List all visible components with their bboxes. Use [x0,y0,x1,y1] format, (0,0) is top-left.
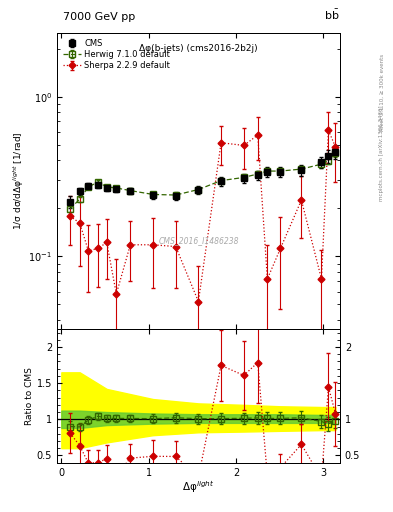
Text: Rivet 3.1.10, ≥ 300k events: Rivet 3.1.10, ≥ 300k events [380,54,384,131]
Y-axis label: 1/σ dσ/dΔφ$^{light}$ [1/rad]: 1/σ dσ/dΔφ$^{light}$ [1/rad] [11,132,26,230]
Text: 7000 GeV pp: 7000 GeV pp [62,11,135,22]
Text: b$\mathregular{\bar{b}}$: b$\mathregular{\bar{b}}$ [325,7,340,22]
Legend: CMS, Herwig 7.1.0 default, Sherpa 2.2.9 default: CMS, Herwig 7.1.0 default, Sherpa 2.2.9 … [61,37,172,72]
Text: Δφ(b-jets) (cms2016-2b2j): Δφ(b-jets) (cms2016-2b2j) [139,44,258,53]
X-axis label: Δφ$^{light}$: Δφ$^{light}$ [182,480,215,496]
Text: CMS_2016_I1486238: CMS_2016_I1486238 [158,236,239,245]
Y-axis label: Ratio to CMS: Ratio to CMS [25,367,34,425]
Text: mcplots.cern.ch [arXiv:1306.3436]: mcplots.cern.ch [arXiv:1306.3436] [380,106,384,201]
